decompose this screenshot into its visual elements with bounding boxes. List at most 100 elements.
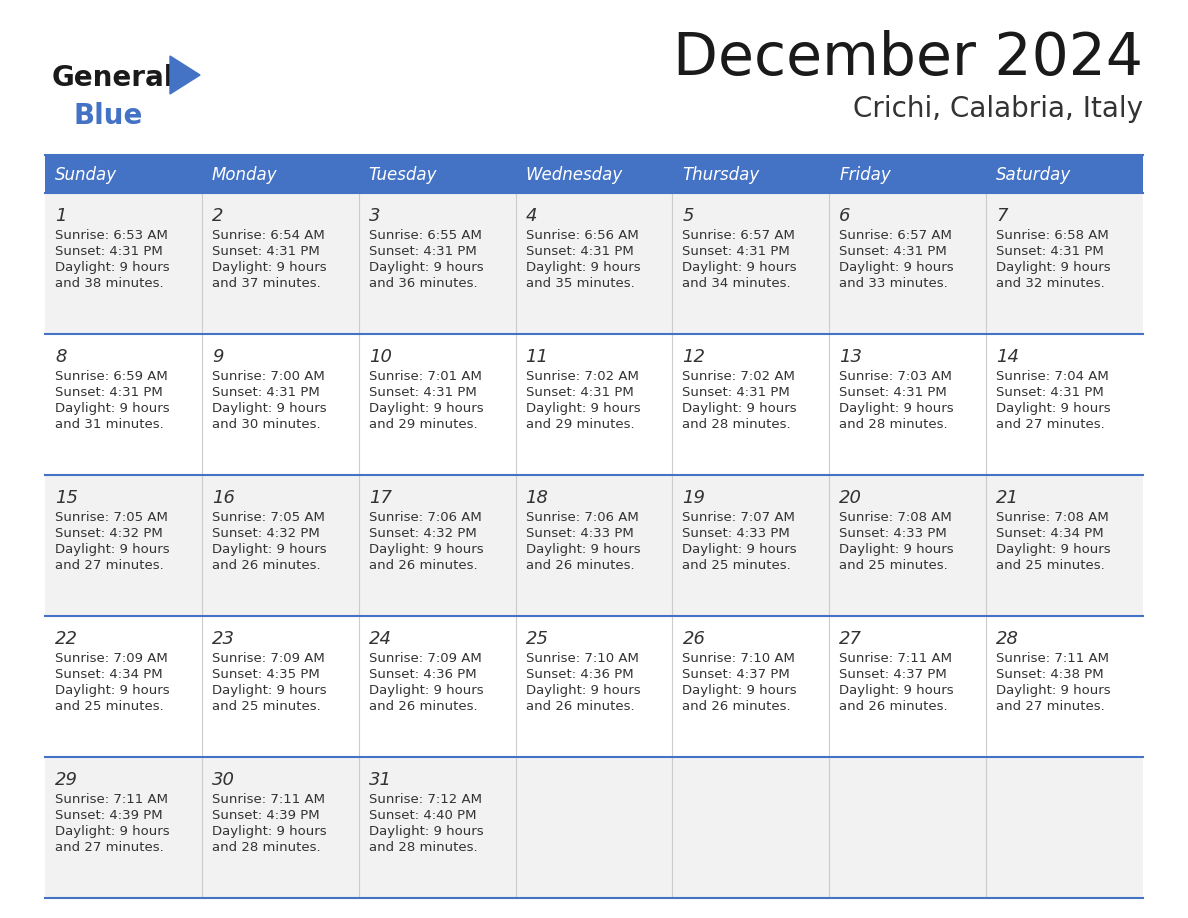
Text: and 28 minutes.: and 28 minutes. [839, 418, 948, 431]
Text: Daylight: 9 hours: Daylight: 9 hours [211, 825, 327, 838]
Text: and 32 minutes.: and 32 minutes. [997, 277, 1105, 290]
Text: Sunrise: 7:00 AM: Sunrise: 7:00 AM [211, 370, 324, 383]
Text: 22: 22 [55, 630, 78, 648]
Text: Sunset: 4:31 PM: Sunset: 4:31 PM [368, 386, 476, 399]
Text: Daylight: 9 hours: Daylight: 9 hours [682, 684, 797, 697]
Bar [45, 155, 202, 193]
Text: Sunset: 4:33 PM: Sunset: 4:33 PM [525, 527, 633, 540]
Text: Sunrise: 7:02 AM: Sunrise: 7:02 AM [525, 370, 638, 383]
Text: Sunset: 4:33 PM: Sunset: 4:33 PM [839, 527, 947, 540]
Text: Sunset: 4:32 PM: Sunset: 4:32 PM [55, 527, 163, 540]
Text: Sunset: 4:37 PM: Sunset: 4:37 PM [682, 668, 790, 681]
Text: Daylight: 9 hours: Daylight: 9 hours [368, 402, 484, 415]
Text: Sunrise: 7:03 AM: Sunrise: 7:03 AM [839, 370, 952, 383]
Text: 19: 19 [682, 489, 706, 507]
Text: Sunset: 4:38 PM: Sunset: 4:38 PM [997, 668, 1104, 681]
Text: and 26 minutes.: and 26 minutes. [839, 700, 948, 713]
Text: and 38 minutes.: and 38 minutes. [55, 277, 164, 290]
Text: and 27 minutes.: and 27 minutes. [55, 559, 164, 572]
Text: Wednesday: Wednesday [525, 166, 623, 184]
Text: and 37 minutes.: and 37 minutes. [211, 277, 321, 290]
Text: and 25 minutes.: and 25 minutes. [839, 559, 948, 572]
Text: Daylight: 9 hours: Daylight: 9 hours [368, 825, 484, 838]
Text: Sunset: 4:39 PM: Sunset: 4:39 PM [55, 809, 163, 822]
Text: Daylight: 9 hours: Daylight: 9 hours [682, 402, 797, 415]
Text: Daylight: 9 hours: Daylight: 9 hours [682, 543, 797, 556]
Text: Sunrise: 6:54 AM: Sunrise: 6:54 AM [211, 229, 324, 242]
Text: Sunset: 4:31 PM: Sunset: 4:31 PM [997, 386, 1104, 399]
Text: Sunset: 4:31 PM: Sunset: 4:31 PM [839, 386, 947, 399]
Text: and 26 minutes.: and 26 minutes. [682, 700, 791, 713]
Text: Sunrise: 7:05 AM: Sunrise: 7:05 AM [211, 511, 324, 524]
Text: Sunrise: 7:02 AM: Sunrise: 7:02 AM [682, 370, 795, 383]
Text: Daylight: 9 hours: Daylight: 9 hours [55, 543, 170, 556]
Text: Sunset: 4:31 PM: Sunset: 4:31 PM [368, 245, 476, 258]
Bar [516, 155, 672, 193]
Text: 7: 7 [997, 207, 1007, 225]
Text: and 29 minutes.: and 29 minutes. [368, 418, 478, 431]
Text: 17: 17 [368, 489, 392, 507]
Text: Daylight: 9 hours: Daylight: 9 hours [211, 402, 327, 415]
Text: Sunrise: 7:11 AM: Sunrise: 7:11 AM [839, 652, 953, 665]
Text: Daylight: 9 hours: Daylight: 9 hours [368, 543, 484, 556]
Text: Sunset: 4:32 PM: Sunset: 4:32 PM [211, 527, 320, 540]
Text: 27: 27 [839, 630, 862, 648]
Text: and 27 minutes.: and 27 minutes. [997, 700, 1105, 713]
Text: and 29 minutes.: and 29 minutes. [525, 418, 634, 431]
Text: Sunset: 4:31 PM: Sunset: 4:31 PM [682, 386, 790, 399]
Text: and 26 minutes.: and 26 minutes. [525, 700, 634, 713]
Text: Sunrise: 6:57 AM: Sunrise: 6:57 AM [839, 229, 952, 242]
Text: and 34 minutes.: and 34 minutes. [682, 277, 791, 290]
Text: Daylight: 9 hours: Daylight: 9 hours [368, 261, 484, 274]
Text: Thursday: Thursday [682, 166, 759, 184]
Text: Daylight: 9 hours: Daylight: 9 hours [839, 684, 954, 697]
Text: Daylight: 9 hours: Daylight: 9 hours [55, 825, 170, 838]
Bar [986, 155, 1143, 193]
Text: 11: 11 [525, 348, 549, 366]
Text: 1: 1 [55, 207, 67, 225]
Text: Daylight: 9 hours: Daylight: 9 hours [997, 261, 1111, 274]
Text: Sunset: 4:35 PM: Sunset: 4:35 PM [211, 668, 320, 681]
Polygon shape [170, 56, 200, 94]
Text: and 28 minutes.: and 28 minutes. [682, 418, 791, 431]
Text: 29: 29 [55, 771, 78, 789]
Bar [45, 193, 1143, 334]
Text: Sunset: 4:34 PM: Sunset: 4:34 PM [997, 527, 1104, 540]
Text: Sunset: 4:31 PM: Sunset: 4:31 PM [997, 245, 1104, 258]
Text: Daylight: 9 hours: Daylight: 9 hours [839, 402, 954, 415]
Text: and 30 minutes.: and 30 minutes. [211, 418, 321, 431]
Text: and 33 minutes.: and 33 minutes. [839, 277, 948, 290]
Text: Daylight: 9 hours: Daylight: 9 hours [55, 684, 170, 697]
Text: 6: 6 [839, 207, 851, 225]
Text: Daylight: 9 hours: Daylight: 9 hours [997, 684, 1111, 697]
Text: Sunset: 4:31 PM: Sunset: 4:31 PM [839, 245, 947, 258]
Text: 28: 28 [997, 630, 1019, 648]
Text: 20: 20 [839, 489, 862, 507]
Text: Sunset: 4:36 PM: Sunset: 4:36 PM [368, 668, 476, 681]
Text: 23: 23 [211, 630, 235, 648]
Text: Sunset: 4:31 PM: Sunset: 4:31 PM [55, 245, 163, 258]
Bar [45, 334, 1143, 475]
Text: and 25 minutes.: and 25 minutes. [997, 559, 1105, 572]
Text: 18: 18 [525, 489, 549, 507]
Text: Sunrise: 7:08 AM: Sunrise: 7:08 AM [839, 511, 952, 524]
Text: Monday: Monday [211, 166, 278, 184]
Text: Sunrise: 7:10 AM: Sunrise: 7:10 AM [525, 652, 638, 665]
Text: Daylight: 9 hours: Daylight: 9 hours [525, 684, 640, 697]
Text: and 35 minutes.: and 35 minutes. [525, 277, 634, 290]
Text: Sunrise: 7:09 AM: Sunrise: 7:09 AM [368, 652, 481, 665]
Text: 12: 12 [682, 348, 706, 366]
Bar [829, 155, 986, 193]
Text: and 25 minutes.: and 25 minutes. [211, 700, 321, 713]
Bar [45, 757, 1143, 898]
Text: Sunset: 4:31 PM: Sunset: 4:31 PM [55, 386, 163, 399]
Text: 9: 9 [211, 348, 223, 366]
Text: 25: 25 [525, 630, 549, 648]
Text: Sunrise: 7:12 AM: Sunrise: 7:12 AM [368, 793, 481, 806]
Text: and 25 minutes.: and 25 minutes. [55, 700, 164, 713]
Text: 14: 14 [997, 348, 1019, 366]
Text: and 28 minutes.: and 28 minutes. [211, 841, 321, 854]
Text: Sunrise: 7:01 AM: Sunrise: 7:01 AM [368, 370, 481, 383]
Text: Sunrise: 7:05 AM: Sunrise: 7:05 AM [55, 511, 168, 524]
Text: Sunset: 4:37 PM: Sunset: 4:37 PM [839, 668, 947, 681]
